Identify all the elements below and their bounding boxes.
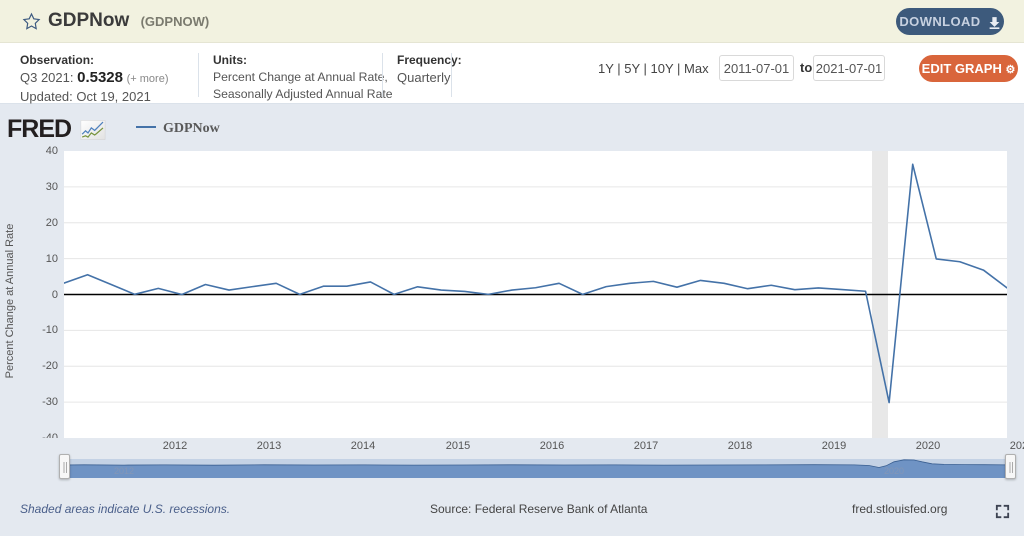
svg-text:2012: 2012 <box>114 466 134 476</box>
svg-text:2020: 2020 <box>884 466 904 476</box>
